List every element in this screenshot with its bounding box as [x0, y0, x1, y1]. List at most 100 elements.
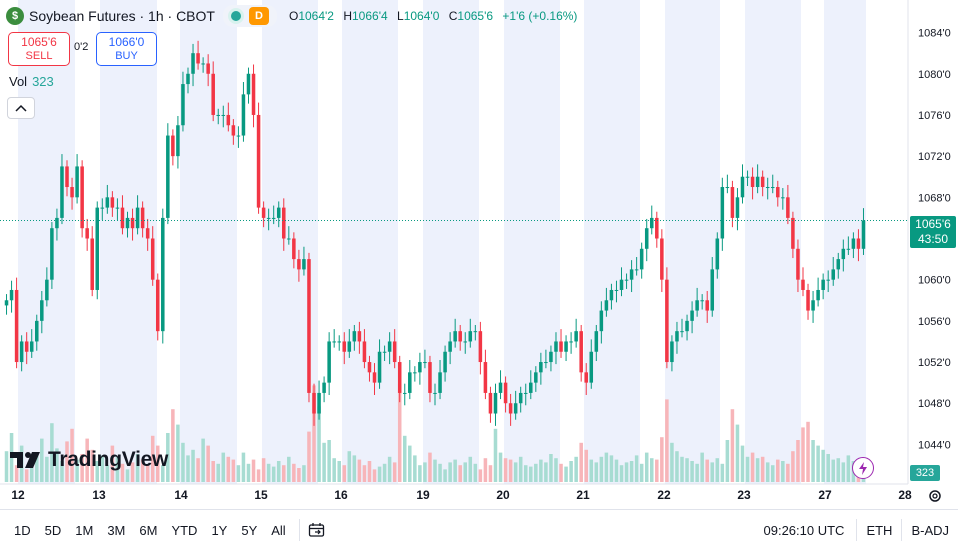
volume-bar — [635, 455, 639, 482]
candle — [811, 291, 815, 323]
session-band — [18, 0, 75, 484]
price-tick-label: 1056'0 — [918, 316, 951, 328]
range-1d[interactable]: 1D — [7, 523, 38, 538]
volume-bar — [650, 458, 654, 482]
candle — [90, 226, 94, 296]
flash-icon[interactable] — [852, 457, 874, 479]
volume-bar — [378, 467, 382, 482]
range-1m[interactable]: 1M — [68, 523, 100, 538]
candle — [721, 178, 725, 251]
volume-bar — [353, 455, 357, 482]
buy-button[interactable]: 1066'0 BUY — [96, 32, 157, 66]
volume-bar — [509, 460, 513, 482]
price-tick-label: 1072'0 — [918, 151, 951, 163]
price-tick-label: 1052'0 — [918, 357, 951, 369]
volume-bar — [569, 461, 573, 482]
candle — [489, 387, 493, 423]
session-band — [342, 0, 398, 484]
bottom-toolbar: 1D 5D 1M 3M 6M YTD 1Y 5Y All 09:26:10 UT… — [0, 509, 958, 550]
volume-bar — [272, 467, 276, 482]
symbol-logo[interactable]: $ — [6, 7, 24, 25]
range-all[interactable]: All — [264, 523, 292, 538]
volume-bar — [579, 443, 583, 482]
volume-bar — [418, 465, 422, 482]
candle — [650, 206, 654, 235]
sell-button[interactable]: 1065'6 SELL — [8, 32, 70, 66]
go-to-date-icon[interactable] — [306, 519, 328, 541]
volume-bar — [710, 462, 714, 482]
volume-bar — [811, 440, 815, 482]
collapse-legend-button[interactable] — [7, 97, 35, 119]
volume-bar — [196, 458, 200, 482]
volume-bar — [463, 462, 467, 482]
candle — [494, 384, 498, 426]
volume-bar — [484, 458, 488, 482]
volume-bar — [705, 460, 709, 482]
candle — [413, 366, 417, 381]
toolbar-divider — [299, 519, 300, 541]
time-tick-label: 27 — [818, 488, 832, 502]
delayed-data-badge[interactable]: D — [249, 7, 269, 25]
volume-bar — [660, 437, 664, 482]
adjustment-toggle[interactable]: B-ADJ — [902, 523, 958, 538]
spread-value: 0'2 — [74, 41, 88, 53]
volume-bar — [837, 458, 841, 482]
volume-bar — [842, 462, 846, 482]
volume-bar — [731, 409, 735, 482]
candle — [403, 384, 407, 406]
candle — [307, 253, 311, 402]
status-pill[interactable]: D — [223, 5, 277, 27]
low-value: 1064'0 — [404, 9, 440, 23]
range-5d[interactable]: 5D — [38, 523, 69, 538]
candle — [741, 164, 745, 203]
time-tick-label: 13 — [92, 488, 106, 502]
volume-bar — [766, 462, 770, 482]
volume-bar — [831, 460, 835, 482]
volume-bar — [559, 464, 563, 482]
volume-bar — [307, 432, 311, 482]
candle — [579, 325, 583, 382]
volume-bar — [408, 446, 412, 482]
volume-bar — [791, 451, 795, 482]
range-6m[interactable]: 6M — [132, 523, 164, 538]
candle — [574, 319, 578, 348]
volume-bar — [222, 453, 226, 482]
session-toggle[interactable]: ETH — [857, 523, 901, 538]
time-tick-label: 21 — [576, 488, 590, 502]
volume-bar — [191, 450, 195, 482]
volume-bar — [448, 462, 452, 482]
volume-bar — [453, 460, 457, 482]
price-tick-label: 1060'0 — [918, 275, 951, 287]
bar-countdown: 43:50 — [910, 232, 956, 247]
candle — [499, 370, 503, 399]
volume-bar — [610, 455, 614, 482]
utc-clock[interactable]: 09:26:10 UTC — [755, 523, 857, 538]
range-1y[interactable]: 1Y — [204, 523, 234, 538]
range-ytd[interactable]: YTD — [164, 523, 204, 538]
volume-bar — [252, 460, 256, 482]
high-key: H — [343, 9, 352, 23]
volume-bar — [383, 464, 387, 482]
volume-bar — [544, 462, 548, 482]
tradingview-logo[interactable]: TradingView — [10, 448, 168, 472]
sell-label: SELL — [26, 49, 53, 63]
chevron-up-icon — [15, 104, 27, 112]
gear-icon[interactable] — [924, 485, 946, 507]
volume-bar — [625, 462, 629, 482]
range-3m[interactable]: 3M — [100, 523, 132, 538]
candlestick-chart[interactable]: 1084'01080'01076'01072'01068'01064'01060… — [0, 0, 958, 509]
volume-bar — [670, 443, 674, 482]
symbol-title[interactable]: Soybean Futures · 1h · CBOT — [29, 8, 215, 24]
range-5y[interactable]: 5Y — [234, 523, 264, 538]
volume-bar — [211, 461, 215, 482]
volume-bar — [206, 446, 210, 482]
volume-bar — [176, 425, 180, 482]
volume-bar — [695, 464, 699, 482]
tradingview-mark-icon — [10, 450, 44, 470]
candle — [806, 284, 810, 320]
candle — [257, 103, 261, 214]
volume-bar — [821, 450, 825, 482]
